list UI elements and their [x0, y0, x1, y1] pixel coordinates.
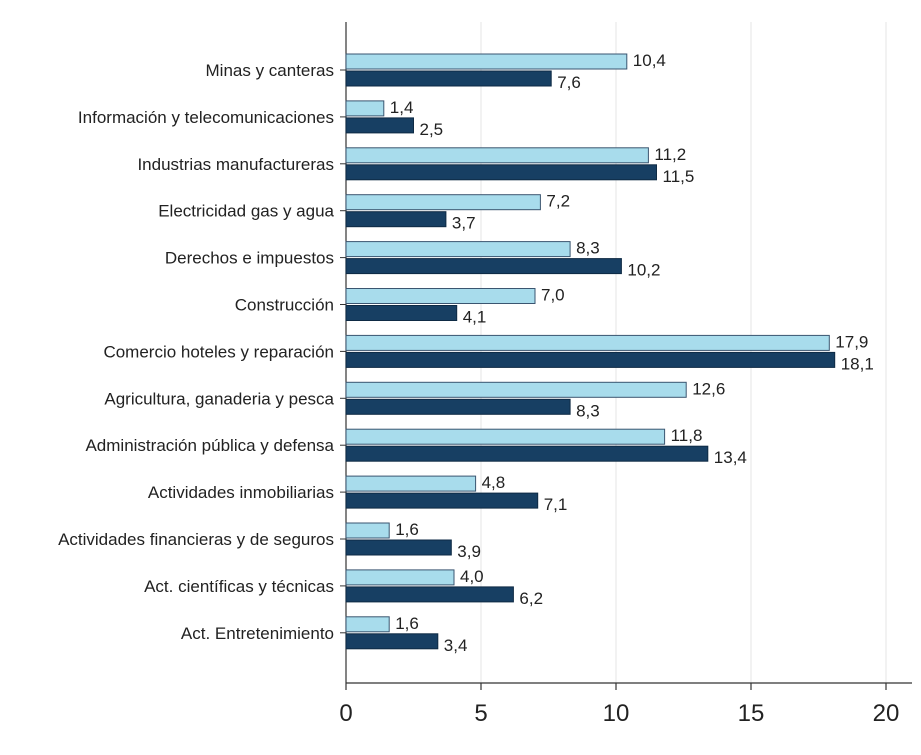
x-tick-label: 0	[339, 700, 352, 727]
bar-series-2	[345, 305, 458, 321]
value-label-series-1: 12,6	[692, 379, 725, 398]
bar-series-2	[345, 539, 452, 556]
value-label-series-1: 11,2	[654, 145, 686, 164]
value-label-series-1: 17,9	[835, 332, 868, 351]
value-label-series-1: 1,6	[395, 520, 419, 539]
category-label: Act. científicas y técnicas	[144, 577, 334, 596]
x-tick-label: 20	[873, 700, 900, 727]
category-label: Agricultura, ganaderia y pesca	[104, 389, 334, 408]
bar-series-2	[345, 164, 657, 181]
x-tick-label: 10	[603, 700, 630, 727]
value-label-series-2: 4,1	[463, 308, 487, 327]
value-label-series-2: 18,1	[841, 354, 874, 373]
category-label: Información y telecomunicaciones	[78, 108, 334, 127]
category-label: Industrias manufactureras	[137, 155, 334, 174]
bar-series-2	[345, 398, 571, 415]
bar-series-1	[345, 569, 455, 586]
bar-series-1	[345, 194, 541, 211]
value-label-series-2: 11,5	[663, 167, 695, 186]
value-label-series-2: 10,2	[627, 261, 660, 280]
category-label: Act. Entretenimiento	[181, 624, 334, 643]
value-label-series-2: 3,4	[444, 636, 468, 655]
value-label-series-1: 11,8	[671, 426, 703, 445]
bar-series-2	[345, 211, 447, 228]
bar-series-2	[345, 586, 514, 603]
value-label-series-2: 6,2	[519, 589, 543, 608]
value-label-series-2: 2,5	[420, 120, 444, 139]
value-label-series-2: 7,6	[557, 73, 581, 92]
bar-series-2	[345, 351, 836, 368]
value-label-series-1: 4,0	[460, 567, 484, 586]
bar-series-2	[345, 633, 439, 650]
bar-series-1	[345, 241, 571, 258]
category-label: Minas y canteras	[206, 61, 335, 80]
category-label: Comercio hoteles y reparación	[103, 342, 334, 361]
value-label-series-1: 1,4	[390, 98, 414, 117]
bar-series-1	[345, 147, 649, 164]
category-label: Construcción	[235, 296, 334, 315]
category-label: Derechos e impuestos	[165, 249, 334, 268]
x-tick-label: 15	[738, 700, 765, 727]
value-label-series-1: 7,0	[541, 286, 565, 305]
bar-series-2	[345, 117, 414, 134]
bar-series-2	[345, 258, 622, 275]
x-tick-label: 5	[474, 700, 487, 727]
category-label: Administración pública y defensa	[85, 436, 334, 455]
bar-series-1	[345, 616, 390, 633]
value-label-series-1: 7,2	[546, 192, 570, 211]
value-label-series-1: 8,3	[576, 239, 600, 258]
bar-series-2	[345, 70, 552, 87]
value-label-series-2: 8,3	[576, 401, 600, 420]
value-label-series-1: 4,8	[482, 473, 506, 492]
bar-series-1	[345, 381, 687, 398]
bar-series-1	[345, 522, 390, 539]
category-label: Actividades inmobiliarias	[148, 483, 334, 502]
value-label-series-1: 10,4	[633, 51, 666, 70]
bar-series-1	[345, 428, 666, 445]
category-label: Electricidad gas y agua	[158, 202, 334, 221]
value-label-series-2: 13,4	[714, 448, 747, 467]
bar-series-1	[345, 100, 385, 117]
value-label-series-2: 3,7	[452, 214, 476, 233]
bar-series-1	[345, 288, 536, 304]
value-label-series-2: 7,1	[544, 495, 568, 514]
bar-series-1	[345, 475, 477, 492]
bar-series-2	[345, 445, 709, 462]
bar-series-1	[345, 53, 628, 70]
bar-series-1	[345, 334, 830, 351]
category-label: Actividades financieras y de seguros	[58, 530, 334, 549]
value-label-series-1: 1,6	[395, 614, 419, 633]
bar-series-2	[345, 492, 539, 509]
value-label-series-2: 3,9	[457, 542, 481, 561]
